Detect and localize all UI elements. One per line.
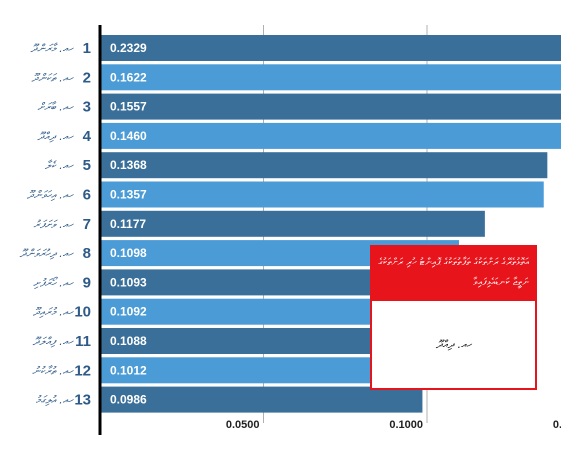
bar-value-label: 0.2329	[110, 41, 147, 55]
rank-label: 4	[83, 128, 92, 145]
rank-label: 13	[74, 392, 91, 409]
category-label: ހއ. މާރަންދޫ	[29, 42, 74, 55]
bar-value-label: 0.1357	[110, 188, 147, 202]
rank-label: 2	[83, 69, 91, 86]
category-label: ހއ. ދިހުރަވަންދޫ	[19, 247, 75, 260]
rank-label: 1	[83, 40, 91, 57]
legend-header: އަތޮޅުތެރޭގެ ރަށްތަކުގެ ތަފާތުތަކުގެ ޕޮއ…	[372, 247, 535, 301]
bar	[100, 122, 561, 149]
bar	[100, 93, 561, 120]
bar-value-label: 0.0986	[110, 393, 147, 407]
bar	[100, 181, 544, 208]
category-label: ހއ. ތަކަންދޫ	[31, 71, 75, 84]
category-label: ހއ. ދިއްދޫ	[36, 130, 74, 143]
bar-value-label: 0.1622	[110, 70, 147, 84]
bar-value-label: 0.1092	[110, 305, 147, 319]
category-label: ހއ. ހޯރަފުށި	[33, 276, 75, 289]
category-label: ހއ. ފިއްލަދޫ	[32, 335, 75, 348]
bar-value-label: 0.1088	[110, 334, 147, 348]
rank-label: 5	[83, 157, 91, 174]
bar	[100, 386, 423, 413]
x-tick-label: 0.1000	[389, 419, 423, 431]
rank-label: 8	[83, 245, 91, 262]
bar-value-label: 0.1098	[110, 246, 147, 260]
legend-box: އަތޮޅުތެރޭގެ ރަށްތަކުގެ ތަފާތުތަކުގެ ޕޮއ…	[370, 245, 537, 390]
x-tick-label: 0.0500	[226, 419, 260, 431]
rank-label: 7	[83, 216, 91, 233]
bar-value-label: 0.1093	[110, 275, 147, 289]
legend-selected-island: ހއ. ދިއްދޫ	[435, 337, 472, 351]
category-label: ހއ. ބާރަށް	[37, 101, 74, 114]
bar	[100, 152, 548, 179]
x-tick-label: 0.1500	[553, 419, 561, 431]
category-label: ހއ. ތުރާކުނު	[32, 364, 75, 377]
bar	[100, 210, 485, 237]
rank-label: 10	[74, 304, 91, 321]
category-label: ހއ. މުރައިދޫ	[32, 306, 75, 319]
rank-label: 11	[75, 333, 91, 350]
rank-label: 3	[83, 99, 91, 116]
bar-value-label: 0.1557	[110, 100, 147, 114]
bar-value-label: 0.1177	[110, 217, 146, 231]
category-label: ހއ. ކެލާ	[45, 159, 75, 172]
rank-label: 6	[83, 187, 91, 204]
rank-label: 12	[74, 362, 91, 379]
bar	[100, 35, 561, 61]
bar-value-label: 0.1012	[110, 363, 147, 377]
rank-label: 9	[83, 274, 91, 291]
bar-value-label: 0.1460	[110, 129, 147, 143]
category-label: ހއ. އިހަވަންދޫ	[26, 189, 75, 202]
bar-value-label: 0.1368	[110, 158, 147, 172]
bar	[100, 64, 561, 91]
category-label: ހއ. އުލިގަމު	[36, 394, 75, 407]
category-label: ހއ. ވަށަފަރު	[33, 218, 74, 231]
